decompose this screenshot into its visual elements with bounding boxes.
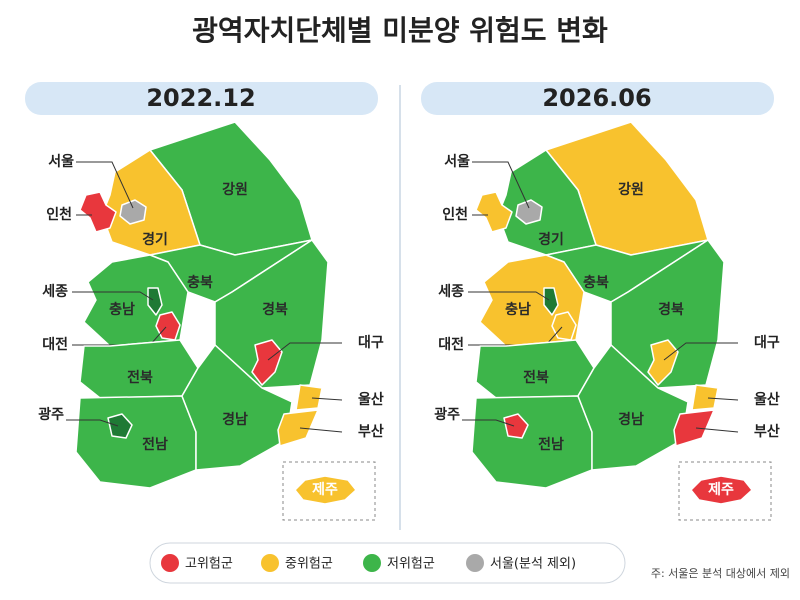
region-label: 서울 — [444, 153, 470, 170]
leader-line — [695, 427, 739, 433]
region-label: 부산 — [358, 423, 384, 440]
leader-line — [472, 161, 530, 209]
region — [610, 239, 725, 389]
region-label: 강원 — [618, 181, 644, 198]
region — [295, 384, 323, 411]
region — [119, 199, 147, 225]
legend-swatch — [466, 554, 484, 572]
region — [673, 409, 715, 447]
leader-line — [299, 427, 343, 433]
region-label: 충북 — [583, 275, 609, 291]
region-label: 광주 — [38, 406, 64, 423]
region-label: 대전 — [42, 336, 68, 353]
region — [147, 287, 163, 316]
legend-label: 중위험군 — [285, 557, 333, 572]
leader-line — [663, 342, 738, 361]
leader-line — [66, 419, 119, 427]
region — [107, 413, 133, 439]
legend-label: 저위험군 — [387, 557, 435, 572]
region-label: 제주 — [312, 482, 338, 498]
region-label: 제주 — [708, 482, 734, 498]
jeju-box — [282, 461, 376, 521]
region-label: 전남 — [538, 436, 564, 453]
region — [475, 191, 513, 233]
legend-swatch — [161, 554, 179, 572]
region — [515, 199, 543, 225]
leader-line — [462, 419, 515, 427]
region — [543, 287, 559, 316]
legend-box — [149, 542, 626, 584]
period: 2026.06 — [542, 84, 651, 112]
leader-line — [468, 291, 550, 301]
region-label: 대전 — [438, 336, 464, 353]
region-label: 세종 — [42, 284, 68, 300]
region-label: 경기 — [538, 231, 564, 248]
region-label: 경북 — [262, 301, 288, 318]
legend-swatch — [363, 554, 381, 572]
region — [503, 413, 529, 439]
region-label: 경북 — [658, 301, 684, 318]
region-label: 서울 — [48, 153, 74, 170]
region — [277, 409, 319, 447]
leader-line — [267, 342, 342, 361]
period: 2022.12 — [146, 84, 255, 112]
leader-line — [72, 291, 154, 301]
jeju-box — [678, 461, 772, 521]
region — [690, 475, 753, 505]
period-pill — [25, 82, 378, 115]
region — [79, 191, 117, 233]
legend-swatch — [261, 554, 279, 572]
region-label: 부산 — [754, 423, 780, 440]
region-label: 충남 — [109, 301, 135, 318]
region-label: 경기 — [142, 231, 168, 248]
region-label: 전북 — [523, 369, 549, 386]
region-label: 충남 — [505, 301, 531, 318]
region-label: 경남 — [618, 411, 644, 428]
leader-line — [707, 397, 739, 401]
region-label: 대구 — [754, 335, 780, 351]
region — [75, 395, 197, 489]
region — [214, 239, 329, 389]
region-label: 대구 — [358, 335, 384, 351]
region — [471, 395, 593, 489]
region-label: 강원 — [222, 181, 248, 198]
region-label: 인천 — [46, 206, 72, 223]
period-pill — [421, 82, 774, 115]
region — [475, 339, 595, 399]
footnote: 주: 서울은 분석 대상에서 제외 — [651, 567, 790, 580]
region-label: 인천 — [442, 206, 468, 223]
region-label: 전북 — [127, 369, 153, 386]
region-label: 경남 — [222, 411, 248, 428]
leader-line — [76, 161, 134, 209]
region-label: 충북 — [187, 275, 213, 291]
region — [79, 339, 199, 399]
legend-label: 서울(분석 제외) — [490, 557, 576, 572]
region-label: 울산 — [358, 391, 384, 408]
region — [251, 339, 283, 386]
region — [294, 475, 357, 505]
title: 광역자치단체별 미분양 위험도 변화 — [192, 14, 608, 47]
region-label: 광주 — [434, 406, 460, 423]
leader-line — [311, 397, 343, 401]
region-label: 전남 — [142, 436, 168, 453]
region-label: 울산 — [754, 391, 780, 408]
region — [647, 339, 679, 386]
region-label: 세종 — [438, 284, 464, 300]
region — [691, 384, 719, 411]
legend-label: 고위험군 — [185, 557, 233, 572]
